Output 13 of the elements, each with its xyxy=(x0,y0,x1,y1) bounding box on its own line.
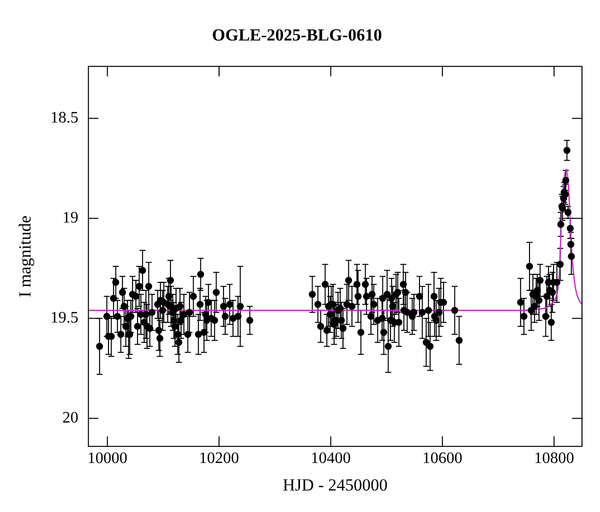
x-tick-label: 10400 xyxy=(310,450,351,468)
chart-title: OGLE-2025-BLG-0610 xyxy=(212,26,382,45)
x-axis-title: HJD - 2450000 xyxy=(282,475,388,494)
y-tick-label: 18.5 xyxy=(50,110,78,127)
x-tick-label: 10000 xyxy=(87,450,128,468)
y-axis-title: I magnitude xyxy=(16,216,35,298)
line-series xyxy=(88,168,582,311)
x-tick-label: 10800 xyxy=(534,450,574,468)
x-tick-label: 10600 xyxy=(422,450,462,468)
y-tick-label: 19 xyxy=(62,210,78,227)
x-tick-label: 10200 xyxy=(199,450,240,468)
y-tick-label: 20 xyxy=(62,410,78,427)
y-tick-label: 19.5 xyxy=(50,310,78,327)
